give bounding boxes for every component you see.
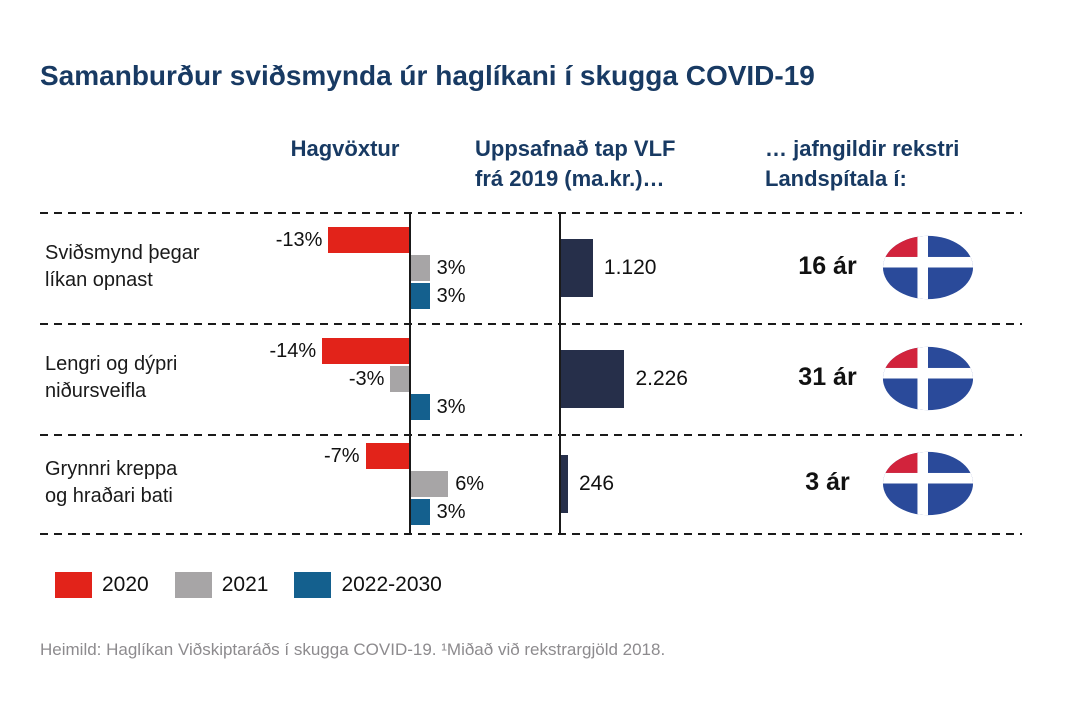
page-title: Samanburður sviðsmynda úr haglíkani í sk…: [40, 60, 815, 91]
column-header-growth: Hagvöxtur: [290, 136, 400, 161]
loss-value: 2.226: [635, 366, 688, 390]
landspitali-logo-icon: [882, 451, 974, 515]
scenario-label: Sviðsmynd þegar líkan opnast: [45, 240, 265, 294]
loss-value: 246: [579, 471, 615, 495]
column-header-equivalent-line2: Landspítala í:: [765, 166, 907, 191]
growth-axis: [409, 212, 411, 533]
legend-item-2022-2030: 2022-2030: [294, 572, 442, 598]
loss-bar: [561, 454, 568, 513]
landspitali-logo-icon: [882, 235, 974, 299]
loss-axis: [559, 212, 561, 533]
scenario-label: Grynnri kreppa og hraðari bati: [45, 456, 265, 510]
growth-bar-2020: [328, 226, 409, 253]
growth-bar-2022-2030: [411, 393, 430, 420]
dashed-separator-1: [40, 323, 1022, 325]
dashed-separator-2: [40, 434, 1022, 436]
growth-bar-2021: [411, 470, 449, 497]
scenario-label-line1: Grynnri kreppa: [45, 457, 178, 480]
legend-swatch: [294, 572, 332, 598]
source-note: Heimild: Haglíkan Viðskiptaráðs í skugga…: [40, 640, 666, 659]
landspitali-logo: [880, 344, 976, 418]
scenario-label-line1: Sviðsmynd þegar: [45, 241, 200, 264]
years-value: 31 ár: [798, 362, 857, 391]
growth-bar-2022-2030: [411, 498, 430, 525]
years-value: 3 ár: [805, 467, 850, 496]
scenario-label: Lengri og dýpri niðursveifla: [45, 351, 265, 405]
growth-bar-2020: [322, 337, 409, 364]
column-header-equivalent: … jafngildir rekstri Landspítala í:: [765, 134, 1035, 194]
growth-bar-value: -13%: [275, 228, 323, 251]
growth-bar-value: -14%: [269, 339, 317, 362]
growth-bar-value: 6%: [455, 472, 485, 495]
years-value: 16 ár: [798, 251, 857, 280]
legend-item-2021: 2021: [174, 572, 269, 598]
column-header-loss: Uppsafnað tap VLF frá 2019 (ma.kr.)…: [475, 134, 735, 194]
landspitali-logo: [880, 233, 976, 307]
legend: 2020 2021 2022-2030: [55, 572, 442, 598]
scenario-label-line2: og hraðari bati: [45, 484, 173, 507]
growth-bar-value: -3%: [348, 367, 385, 390]
growth-bar-value: -7%: [324, 444, 360, 467]
loss-value: 1.120: [603, 255, 657, 279]
loss-bar: [561, 349, 625, 408]
scenario-label-line2: líkan opnast: [45, 268, 153, 291]
growth-bar-2022-2030: [411, 282, 430, 309]
growth-bar-value: 3%: [436, 284, 466, 307]
legend-label: 2021: [221, 573, 269, 596]
legend-swatch: [174, 572, 212, 598]
column-header-equivalent-line1: … jafngildir rekstri: [765, 136, 960, 161]
scenario-label-line2: niðursveifla: [45, 379, 147, 402]
growth-bar-value: 3%: [436, 500, 466, 523]
scenario-label-line1: Lengri og dýpri: [45, 352, 178, 375]
dashed-separator-0: [40, 212, 1022, 214]
landspitali-logo: [880, 449, 976, 523]
landspitali-logo-icon: [882, 346, 974, 410]
growth-bar-2020: [365, 442, 409, 469]
column-header-loss-line1: Uppsafnað tap VLF: [475, 136, 676, 161]
growth-bar-value: 3%: [436, 256, 466, 279]
growth-bar-2021: [411, 254, 430, 281]
legend-label: 2022-2030: [341, 573, 442, 596]
loss-bar: [561, 238, 593, 297]
legend-item-2020: 2020: [55, 572, 149, 598]
legend-label: 2020: [102, 573, 149, 596]
growth-bar-value: 3%: [436, 395, 466, 418]
legend-swatch: [55, 572, 92, 598]
dashed-separator-3: [40, 533, 1022, 535]
column-header-loss-line2: frá 2019 (ma.kr.)…: [475, 166, 665, 191]
growth-bar-2021: [390, 365, 409, 392]
